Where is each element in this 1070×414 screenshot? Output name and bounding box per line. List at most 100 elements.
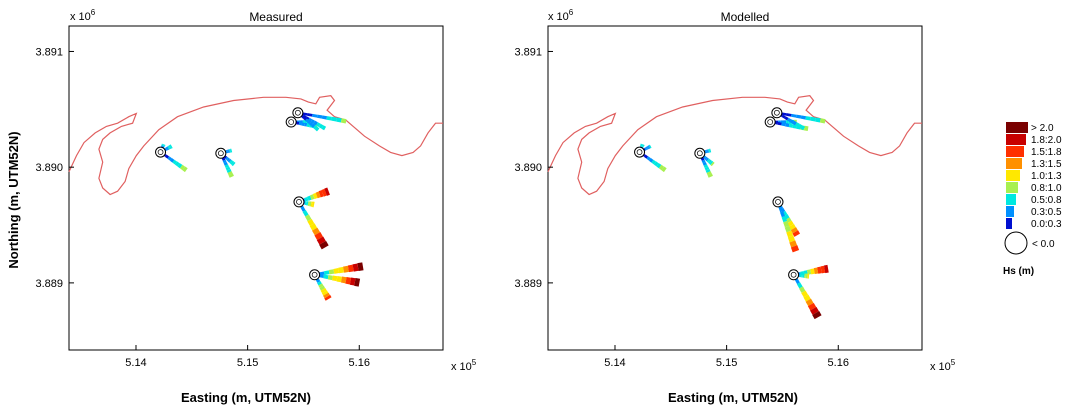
wave-arrow-segment	[352, 263, 359, 272]
station-marker	[292, 107, 304, 119]
wave-arrow-segment	[803, 270, 808, 276]
station-3	[771, 107, 826, 131]
wave-arrow-segment	[702, 155, 707, 159]
wave-arrow-segment	[313, 125, 318, 130]
wave-arrow-segment	[648, 144, 652, 149]
y-multiplier-modelled: x 106	[548, 8, 574, 23]
wave-arrow-segment	[784, 123, 790, 128]
wave-arrow-segment	[800, 115, 807, 120]
wave-arrow-segment	[789, 119, 795, 124]
wave-arrow-segment	[786, 113, 792, 117]
wave-arrow-segment	[221, 157, 226, 161]
wave-arrow-segment	[169, 158, 175, 163]
wave-arrow-segment	[661, 166, 667, 173]
legend-calm-circle	[1004, 231, 1028, 255]
plot-area-0: 5.14 5.15 5.16 3.889 3.890 3.891	[35, 46, 443, 369]
wave-arrow-segment	[321, 125, 327, 131]
wave-arrow-segment	[309, 194, 315, 200]
wave-arrow-segment	[648, 158, 654, 163]
wave-arrow-segment	[799, 286, 806, 293]
wave-arrow-segment	[783, 220, 790, 228]
wave-arrow-segment	[315, 278, 321, 283]
station-marker	[309, 269, 321, 281]
wave-arrow-segment	[315, 191, 321, 199]
wave-arrow-segment	[709, 160, 714, 166]
wave-arrow-segment	[796, 282, 803, 289]
station-1	[694, 147, 715, 178]
wave-arrow-segment	[313, 120, 318, 126]
wave-arrow-segment	[312, 227, 321, 236]
station-marker-inner	[790, 271, 797, 278]
wave-arrow-segment	[787, 235, 796, 243]
station-1	[215, 147, 236, 178]
wave-arrow-segment	[805, 116, 811, 121]
station-marker	[634, 146, 646, 158]
wave-arrow-segment	[227, 158, 232, 163]
x-tick-label: 5.14	[125, 357, 146, 369]
wave-arrow-segment	[307, 120, 312, 125]
wave-arrow-segment	[316, 122, 321, 127]
wave-arrow-segment	[800, 125, 806, 131]
wave-arrow-segment	[810, 268, 815, 275]
wave-arrow-segment	[644, 147, 647, 151]
station-marker-inner	[774, 109, 780, 116]
wave-arrow-segment	[813, 267, 819, 275]
legend-swatch	[1006, 206, 1014, 217]
plot-frame-modelled	[547, 25, 923, 351]
station-3	[292, 107, 347, 132]
station-5	[309, 262, 364, 301]
wave-arrow-segment	[298, 121, 302, 126]
y-tick-label: 3.889	[35, 278, 63, 290]
station-0	[634, 143, 667, 173]
station-marker-inner	[767, 119, 774, 125]
wave-arrow-segment	[795, 114, 802, 119]
legend-swatch	[1006, 194, 1016, 205]
wave-arrow-segment	[182, 166, 188, 173]
wave-arrow-segment	[316, 236, 326, 245]
wave-arrow-segment	[324, 294, 332, 301]
wave-arrow-segment	[332, 275, 338, 282]
y-tick-label: 3.890	[514, 162, 542, 174]
wave-arrow-segment	[308, 121, 314, 127]
wave-arrow-segment	[705, 157, 709, 162]
wave-arrow-segment	[792, 120, 797, 126]
wave-arrow-segment	[643, 154, 649, 159]
wave-arrow-segment	[784, 116, 789, 121]
wave-arrow-segment	[810, 306, 819, 315]
wave-arrow-segment	[710, 161, 715, 167]
coastline	[547, 95, 922, 196]
station-marker	[772, 196, 784, 208]
wave-arrow-segment	[166, 146, 170, 151]
x-axis-label-modelled: Easting (m, UTM52N)	[668, 390, 798, 405]
station-0	[155, 143, 188, 173]
wave-arrow-segment	[704, 156, 708, 161]
wave-arrow-segment	[319, 285, 326, 291]
wave-arrow-segment	[307, 218, 315, 226]
wave-arrow-segment	[706, 158, 711, 163]
wave-arrow-segment	[646, 156, 651, 161]
station-marker-inner	[775, 199, 781, 205]
wave-arrow-segment	[812, 311, 822, 320]
wave-arrow-segment	[820, 265, 826, 274]
wave-arrow-segment	[707, 159, 712, 164]
wave-arrow-segment	[790, 227, 798, 234]
x-tick-label: 5.16	[349, 357, 370, 369]
wave-arrow-segment	[301, 122, 305, 126]
station-marker	[788, 269, 800, 281]
wave-arrow-segment	[305, 118, 310, 123]
wave-arrow-segment	[318, 283, 324, 289]
wave-arrow-segment	[792, 230, 801, 237]
wave-arrow-segment	[656, 163, 662, 169]
wave-arrow-segment	[805, 298, 814, 307]
wave-arrow-segment	[319, 240, 329, 250]
x-tick-label: 5.16	[828, 357, 849, 369]
wave-arrow-segment	[229, 159, 233, 164]
wave-arrow-segment	[336, 275, 342, 283]
wave-arrow-segment	[707, 173, 713, 178]
wave-arrow-segment	[778, 206, 784, 213]
x-multiplier-modelled: x 105	[930, 358, 956, 373]
legend-label: > 2.0	[1031, 123, 1054, 134]
wave-arrow-segment	[354, 277, 361, 287]
panel-measured: Measured x 106 x 105 Easting (m, UTM52N)…	[6, 8, 477, 405]
